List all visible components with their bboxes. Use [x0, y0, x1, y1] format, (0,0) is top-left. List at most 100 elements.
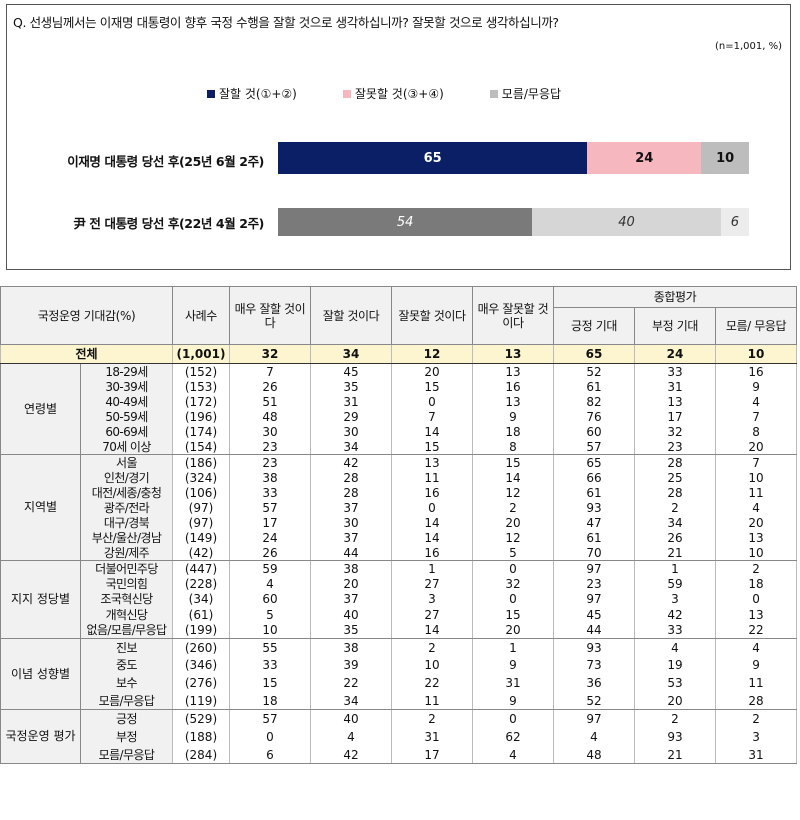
value-cell: 6: [229, 745, 311, 765]
row-label: 부산/울산/경남: [80, 530, 173, 545]
value-cell: 12: [472, 485, 554, 500]
sample-size: (447): [172, 560, 230, 577]
value-cell: 37: [310, 500, 392, 515]
value-cell: 44: [310, 545, 392, 561]
value-cell: 7: [714, 454, 798, 470]
value-cell: 57: [229, 500, 311, 515]
value-cell: 15: [472, 607, 554, 623]
value-cell: 48: [553, 745, 635, 765]
legend-item: 잘못할 것(③+④): [342, 85, 444, 102]
value-cell: 13: [714, 607, 798, 623]
value-cell: 61: [553, 530, 635, 545]
table-row: 70세 이상 (154) 23 34 15 8 57 23 20: [1, 439, 798, 455]
table-row: 광주/전라 (97) 57 37 0 2 93 2 4: [1, 500, 798, 515]
value-cell: 13: [714, 530, 798, 545]
value-cell: 4: [714, 638, 798, 657]
value-cell: 16: [391, 545, 473, 561]
table-row: 조국혁신당 (34) 60 37 3 0 97 3 0: [1, 591, 798, 608]
sample-size: (42): [172, 545, 230, 561]
row-label: 서울: [80, 454, 173, 470]
value-cell: 21: [634, 545, 716, 561]
value-cell: 15: [472, 454, 554, 470]
value-cell: 24: [229, 530, 311, 545]
value-cell: 15: [391, 379, 473, 394]
value-cell: 38: [310, 560, 392, 577]
value-cell: 33: [229, 656, 311, 675]
value-cell: 10: [391, 656, 473, 675]
category-label: 이재명 대통령 당선 후(25년 6월 2주): [67, 154, 264, 169]
sample-size: (346): [172, 656, 230, 675]
value-cell: 9: [714, 656, 798, 675]
value-cell: 16: [472, 379, 554, 394]
value-cell: 33: [634, 363, 716, 379]
value-cell: 1: [634, 560, 716, 577]
value-cell: 11: [714, 485, 798, 500]
value-cell: 65: [553, 454, 635, 470]
value-cell: 82: [553, 394, 635, 409]
legend-swatch: [489, 89, 498, 98]
table-row: 부정 (188) 0 4 31 62 4 93 3: [1, 728, 798, 746]
value-cell: 14: [391, 530, 473, 545]
table-row: 중도 (346) 33 39 10 9 73 19 9: [1, 656, 798, 675]
sample-size: (529): [172, 709, 230, 729]
header-very-good: 매우 잘할 것이다: [229, 286, 311, 345]
header-bad: 잘못할 것이다: [391, 286, 473, 345]
legend-item: 모름/무응답: [489, 85, 561, 102]
sample-size: (186): [172, 454, 230, 470]
header-category: 국정운영 기대감(%): [0, 286, 173, 345]
value-cell: 20: [714, 515, 798, 530]
value-cell: 18: [714, 576, 798, 592]
value-cell: 35: [310, 622, 392, 639]
value-cell: 93: [553, 638, 635, 657]
value-cell: 52: [553, 691, 635, 711]
value-cell: 32: [472, 576, 554, 592]
value-cell: 10: [714, 344, 798, 364]
value-cell: 13: [472, 363, 554, 379]
stacked-bar: 65 24 10: [278, 142, 749, 174]
value-cell: 42: [310, 745, 392, 765]
value-cell: 0: [472, 591, 554, 608]
value-cell: 61: [553, 379, 635, 394]
sample-size: (97): [172, 500, 230, 515]
value-cell: 60: [553, 424, 635, 439]
value-cell: 47: [553, 515, 635, 530]
value-cell: 22: [714, 622, 798, 639]
value-cell: 20: [310, 576, 392, 592]
table-row: 인천/경기 (324) 38 28 11 14 66 25 10: [1, 470, 798, 485]
value-cell: 12: [472, 530, 554, 545]
sample-size: (153): [172, 379, 230, 394]
value-cell: 51: [229, 394, 311, 409]
value-cell: 14: [391, 515, 473, 530]
value-cell: 66: [553, 470, 635, 485]
value-cell: 20: [391, 363, 473, 379]
value-cell: 10: [714, 545, 798, 561]
value-cell: 1: [391, 560, 473, 577]
table-row: 60-69세 (174) 30 30 14 18 60 32 8: [1, 424, 798, 439]
value-cell: 45: [310, 363, 392, 379]
sample-size: (284): [172, 745, 230, 765]
value-cell: 34: [634, 515, 716, 530]
value-cell: 3: [391, 591, 473, 608]
value-cell: 44: [553, 622, 635, 639]
row-label: 조국혁신당: [80, 591, 173, 608]
value-cell: 28: [714, 691, 798, 711]
value-cell: 17: [634, 409, 716, 424]
value-cell: 0: [229, 728, 311, 746]
value-cell: 2: [714, 709, 798, 729]
value-cell: 4: [634, 638, 716, 657]
value-cell: 34: [310, 344, 392, 364]
value-cell: 11: [714, 674, 798, 692]
value-cell: 0: [391, 500, 473, 515]
value-cell: 45: [553, 607, 635, 623]
value-cell: 31: [391, 728, 473, 746]
value-cell: 14: [391, 424, 473, 439]
bar-segment: 54: [278, 208, 533, 236]
value-cell: 28: [634, 485, 716, 500]
value-cell: 93: [634, 728, 716, 746]
table-row: 개혁신당 (61) 5 40 27 15 45 42 13: [1, 607, 798, 623]
row-label: 대구/경북: [80, 515, 173, 530]
value-cell: 59: [229, 560, 311, 577]
value-cell: 60: [229, 591, 311, 608]
value-cell: 10: [714, 470, 798, 485]
bar-segment: 40: [532, 208, 721, 236]
